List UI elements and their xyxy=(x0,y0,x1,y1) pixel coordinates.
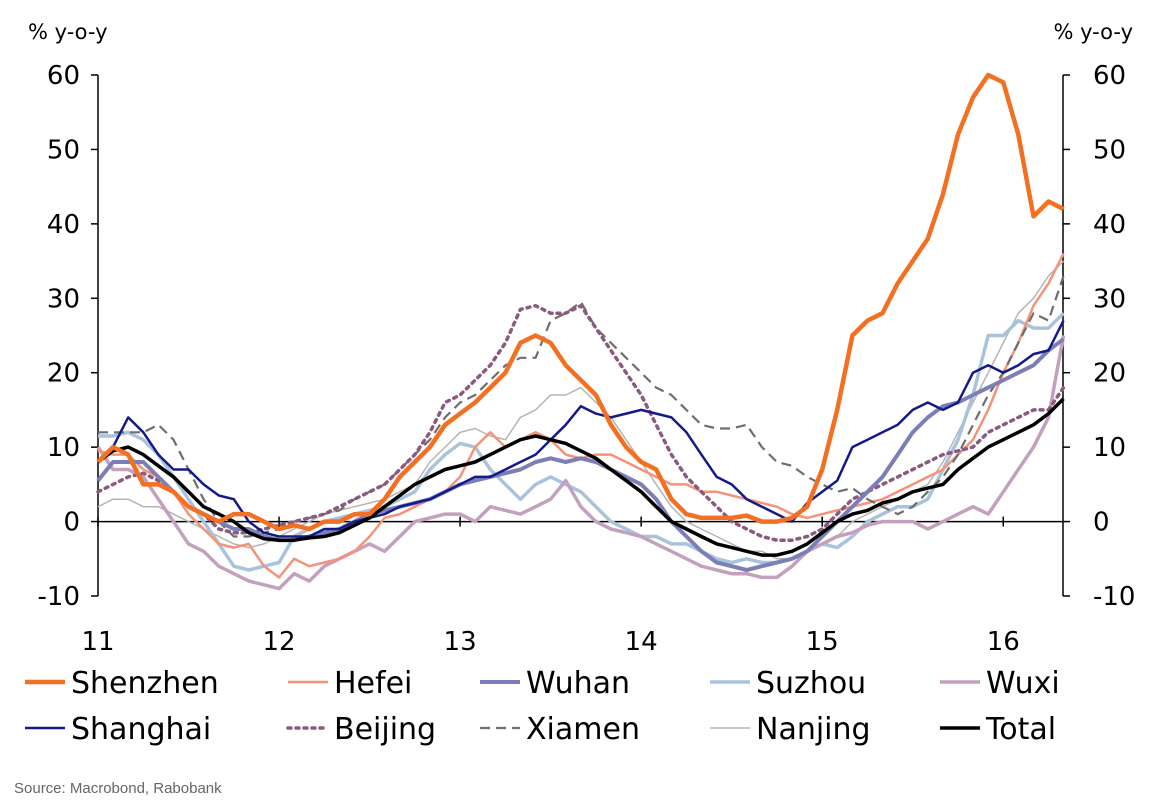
y-tick-label-right: 0 xyxy=(1093,508,1110,538)
legend-label-total: Total xyxy=(985,712,1056,747)
legend-label-xiamen: Xiamen xyxy=(526,712,640,747)
y-tick-label-right: -10 xyxy=(1093,582,1135,612)
y-tick-label-left: 0 xyxy=(63,508,80,538)
legend-label-suzhou: Suzhou xyxy=(756,666,866,701)
y-tick-label-right: 30 xyxy=(1093,284,1126,314)
y-tick-label-right: 20 xyxy=(1093,359,1126,389)
y-tick-label-left: -10 xyxy=(38,582,80,612)
legend: Shenzhen Hefei Wuhan Suzhou Wuxi Shanghai Beij… xyxy=(25,666,1060,747)
x-tick-label: 13 xyxy=(444,627,477,657)
y-tick-label-left: 50 xyxy=(47,135,80,165)
y-tick-label-left: 20 xyxy=(47,359,80,389)
x-tick-label: 12 xyxy=(263,627,296,657)
legend-label-nanjing: Nanjing xyxy=(756,712,871,747)
legend-label-shanghai: Shanghai xyxy=(71,712,211,747)
series-line-total xyxy=(96,397,1065,557)
y-tick-label-right: 60 xyxy=(1093,61,1126,91)
series-line-shenzhen xyxy=(96,72,1065,532)
x-tick-label: 14 xyxy=(625,627,658,657)
y-tick-label-left: 30 xyxy=(47,284,80,314)
y-tick-label-right: 10 xyxy=(1093,433,1126,463)
legend-label-shenzhen: Shenzhen xyxy=(71,666,219,701)
legend-label-hefei: Hefei xyxy=(334,666,412,701)
y-tick-label-right: 40 xyxy=(1093,210,1126,240)
series-layer xyxy=(96,72,1066,591)
y-unit-left: % y-o-y xyxy=(28,20,108,44)
axes: -10 -10 0 0 10 10 20 20 30 30 40 40 50 50 60 60 11 12 13 14… xyxy=(38,61,1136,657)
x-tick-label: 15 xyxy=(806,627,839,657)
legend-label-beijing: Beijing xyxy=(334,712,436,747)
legend-label-wuhan: Wuhan xyxy=(526,666,630,701)
x-tick-label: 11 xyxy=(81,627,114,657)
series-line-wuxi xyxy=(96,335,1066,591)
legend-label-wuxi: Wuxi xyxy=(986,666,1060,701)
series-line-xiamen xyxy=(98,275,1065,538)
y-tick-label-left: 60 xyxy=(47,61,80,91)
series-line-suzhou xyxy=(98,311,1065,572)
series-line-wuhan xyxy=(96,337,1065,572)
y-tick-label-left: 10 xyxy=(47,433,80,463)
source-note: Source: Macrobond, Rabobank xyxy=(14,780,222,797)
y-unit-right: % y-o-y xyxy=(1053,20,1133,44)
y-tick-label-left: 40 xyxy=(47,210,80,240)
series-line-shanghai xyxy=(97,320,1065,538)
y-tick-label-right: 50 xyxy=(1093,135,1126,165)
x-tick-label: 16 xyxy=(987,627,1020,657)
